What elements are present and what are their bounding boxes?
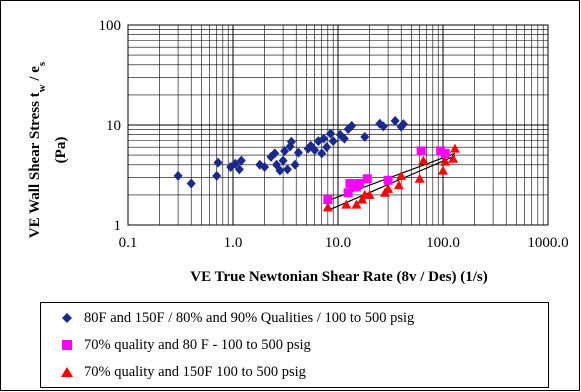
- y-tick-label: 100: [99, 18, 122, 34]
- triangle-point: [449, 143, 460, 153]
- diamond-point: [236, 155, 246, 166]
- x-tick-label: 0.1: [119, 235, 138, 251]
- data-marks: [173, 115, 460, 212]
- triangle-point: [341, 199, 352, 209]
- triangle-point: [383, 183, 394, 193]
- triangle-point: [351, 199, 362, 209]
- legend-square-icon: [54, 338, 80, 352]
- y-axis-title: VE Wall Shear Stress tw / es: [27, 61, 48, 238]
- gridlines: [127, 25, 548, 226]
- triangle-point: [322, 202, 333, 212]
- diamond-point: [339, 133, 349, 144]
- diamond-point: [347, 120, 357, 131]
- y-axis-title-sub-s: s: [36, 61, 48, 66]
- x-tick-label: 100.0: [426, 235, 460, 251]
- tick-labels: 0.1 1.0 10.0 100.0 1000.0 1 10 100: [99, 18, 569, 251]
- triangle-point: [414, 173, 425, 183]
- diamond-point: [398, 119, 408, 130]
- diamond-point: [326, 128, 336, 139]
- x-tick-label: 1000.0: [527, 235, 568, 251]
- legend-triangle-icon: [54, 365, 80, 379]
- diamond-point: [317, 148, 327, 159]
- diamond-point: [212, 170, 222, 181]
- triangle-point: [418, 155, 429, 165]
- diamond-point: [293, 147, 303, 158]
- square-point: [416, 146, 426, 156]
- y-tick-label: 1: [114, 218, 122, 234]
- y-axis-unit: (Pa): [53, 137, 69, 164]
- triangle-point: [364, 189, 375, 199]
- x-tick-label: 1.0: [224, 235, 243, 251]
- square-point: [436, 146, 446, 156]
- diamond-point: [234, 164, 244, 175]
- diamond-point: [378, 121, 388, 132]
- legend-item-series-2: 70% quality and 80 F - 100 to 500 psig: [41, 335, 311, 355]
- diamond-point: [286, 136, 296, 147]
- square-point: [362, 174, 372, 184]
- triangle-point: [396, 170, 407, 180]
- diamond-point: [290, 159, 300, 170]
- diamond-point: [213, 157, 223, 168]
- diamond-point: [360, 131, 370, 142]
- diamond-point: [260, 162, 270, 173]
- triangle-point: [448, 153, 459, 163]
- plot-area: [127, 24, 549, 226]
- diamond-point: [282, 164, 292, 175]
- square-point: [383, 175, 393, 185]
- triangle-point: [440, 156, 451, 166]
- diamond-point: [328, 136, 338, 147]
- triangle-point: [438, 165, 448, 175]
- diamond-point: [310, 145, 320, 156]
- y-axis-title-mid: / e: [27, 66, 43, 85]
- y-axis-title-main: VE Wall Shear Stress t: [27, 92, 43, 238]
- y-tick-label: 10: [106, 118, 121, 134]
- x-axis-title: VE True Newtonian Shear Rate (8v / Des) …: [190, 269, 487, 285]
- diamond-point: [278, 155, 288, 166]
- diamond-point: [275, 165, 285, 176]
- diamond-point: [322, 142, 332, 153]
- y-axis-title-sub-w: w: [36, 84, 48, 92]
- diamond-point: [280, 145, 290, 156]
- legend-item-series-1: 80F and 150F / 80% and 90% Qualities / 1…: [41, 308, 414, 328]
- legend-label-series-1: 80F and 150F / 80% and 90% Qualities / 1…: [84, 309, 415, 326]
- diamond-point: [270, 148, 280, 159]
- triangle-point: [393, 180, 404, 190]
- diamond-point: [186, 178, 196, 189]
- legend-label-series-2: 70% quality and 80 F - 100 to 500 psig: [84, 336, 311, 353]
- square-point: [343, 188, 353, 198]
- legend: 80F and 150F / 80% and 90% Qualities / 1…: [40, 302, 549, 388]
- square-point: [323, 194, 333, 204]
- x-tick-label: 10.0: [325, 235, 351, 251]
- legend-label-series-3: 70% quality and 150F 100 to 500 psig: [84, 363, 306, 380]
- diamond-point: [390, 115, 400, 126]
- diamond-point: [173, 170, 183, 181]
- square-point: [440, 148, 450, 158]
- diamond-point: [319, 133, 329, 144]
- legend-diamond-icon: [54, 311, 80, 325]
- legend-item-series-3: 70% quality and 150F 100 to 500 psig: [41, 362, 306, 382]
- square-point: [354, 179, 364, 189]
- triangle-point: [357, 194, 368, 204]
